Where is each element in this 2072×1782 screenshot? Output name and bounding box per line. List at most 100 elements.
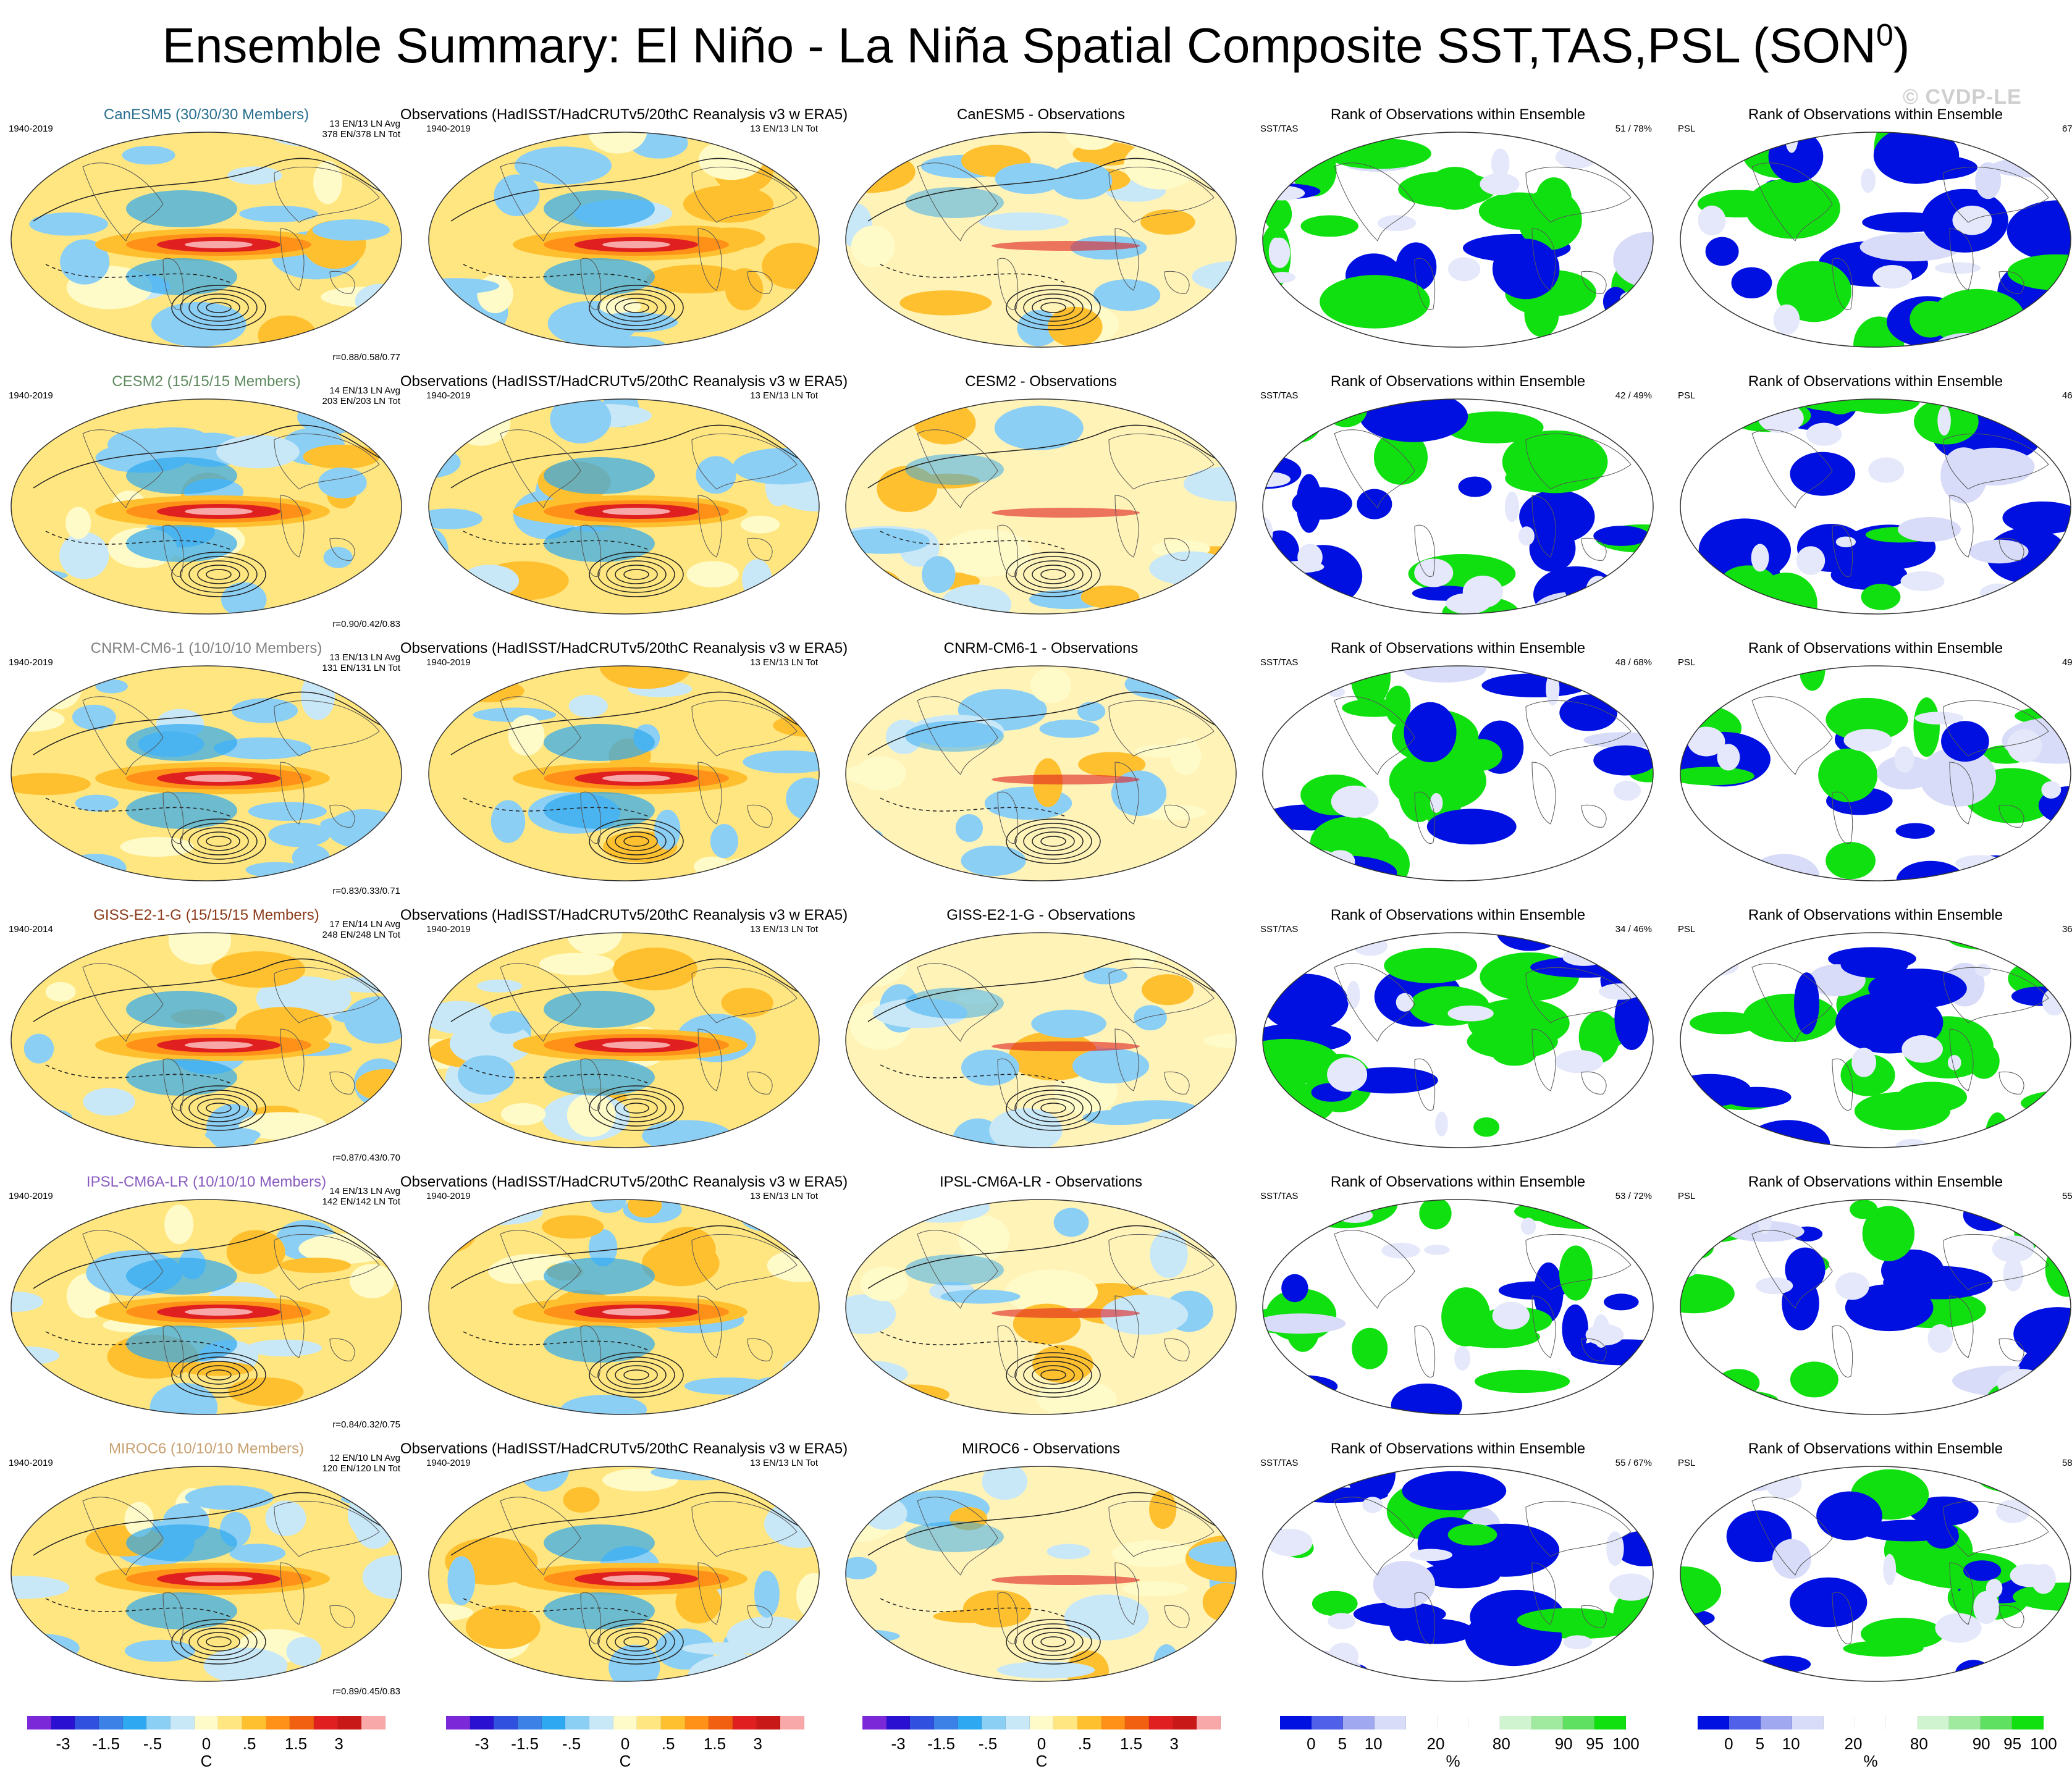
colorbar-tick-label: 10 bbox=[1364, 1734, 1383, 1753]
difference-title: CNRM-CM6-1 - Observations bbox=[943, 640, 1139, 657]
colorbar-swatch bbox=[1197, 1716, 1221, 1729]
rank-psl-percent: 46% bbox=[2061, 390, 2072, 401]
difference-panel: MIROC6 - Observations bbox=[843, 1440, 1257, 1707]
colorbar-swatch bbox=[1823, 1716, 1855, 1729]
rank-psl-label: PSL bbox=[1678, 390, 1696, 401]
rank-sst-map bbox=[1262, 665, 1654, 881]
rank-psl-title: Rank of Observations within Ensemble bbox=[1748, 1440, 2003, 1457]
colorbar-swatch bbox=[1760, 1716, 1792, 1729]
colorbar-swatch bbox=[1886, 1716, 1918, 1729]
colorbar-swatch bbox=[446, 1716, 470, 1729]
colorbar-swatch bbox=[494, 1716, 518, 1729]
rank-psl-map bbox=[1680, 132, 2071, 348]
colorbar-tick-label: 0 bbox=[1307, 1734, 1316, 1753]
colorbar-swatches bbox=[446, 1716, 805, 1729]
colorbar-swatch bbox=[684, 1716, 709, 1729]
colorbar-swatch bbox=[1729, 1716, 1761, 1729]
colorbar-tick-label: -.5 bbox=[978, 1734, 998, 1753]
colorbar-swatch bbox=[661, 1716, 685, 1729]
model-map bbox=[11, 1466, 402, 1682]
observations-stats: 13 EN/13 LN Tot bbox=[750, 1191, 818, 1201]
watermark: © CVDP-LE bbox=[1903, 85, 2022, 109]
rank-colorbar: 0 5 10 20 80 90 95 100% bbox=[1280, 1716, 1640, 1778]
colorbar-tick-label: 95 bbox=[2003, 1734, 2022, 1753]
observations-period: 1940-2019 bbox=[426, 390, 471, 401]
obs-map bbox=[428, 932, 820, 1148]
colorbar-swatch bbox=[1342, 1716, 1375, 1729]
temperature-colorbar: -3 -1.5 -.5 0 .5 1.5 3 C bbox=[862, 1716, 1221, 1778]
pattern-correlation: r=0.83/0.33/0.71 bbox=[332, 886, 400, 896]
colorbar-swatch bbox=[1949, 1716, 1981, 1729]
colorbar-tick-label: -1.5 bbox=[927, 1734, 955, 1753]
rank-psl-map bbox=[1680, 398, 2071, 615]
colorbar-tick-label: 20 bbox=[1844, 1734, 1863, 1753]
rank-psl-map bbox=[1680, 1466, 2071, 1682]
colorbar-swatch bbox=[910, 1716, 935, 1729]
rank-psl-label: PSL bbox=[1678, 1458, 1696, 1468]
rank-psl-panel: Rank of Observations within Ensemble PSL 5… bbox=[1678, 1440, 2072, 1707]
colorbar-swatch bbox=[780, 1716, 805, 1729]
colorbar-swatch bbox=[541, 1716, 566, 1729]
model-panel: MIROC6 (10/10/10 Members) 1940-2019 12 EN/… bbox=[9, 1440, 423, 1707]
rank-sst-panel: Rank of Observations within Ensemble SST/… bbox=[1260, 106, 1674, 373]
rank-psl-percent: 67% bbox=[2061, 124, 2072, 134]
rank-psl-percent: 58% bbox=[2061, 1458, 2072, 1468]
rank-sst-map bbox=[1262, 132, 1654, 348]
colorbar-swatch bbox=[1563, 1716, 1595, 1729]
model-panel: GISS-E2-1-G (15/15/15 Members) 1940-2014 1… bbox=[9, 907, 423, 1174]
model-panel: IPSL-CM6A-LR (10/10/10 Members) 1940-2019… bbox=[9, 1174, 423, 1440]
rank-psl-title: Rank of Observations within Ensemble bbox=[1748, 373, 2003, 390]
colorbar-swatch bbox=[1029, 1716, 1054, 1729]
model-title: GISS-E2-1-G (15/15/15 Members) bbox=[93, 907, 319, 923]
rank-sst-label: SST/TAS bbox=[1260, 657, 1299, 668]
observations-period: 1940-2019 bbox=[426, 657, 471, 668]
observations-panel: Observations (HadISST/HadCRUTv5/20thC Re… bbox=[400, 1440, 848, 1707]
model-stats-avg: 13 EN/13 LN Avg bbox=[329, 119, 400, 129]
diff-map bbox=[845, 1466, 1237, 1682]
rank-sst-label: SST/TAS bbox=[1260, 924, 1299, 935]
colorbar-swatch bbox=[314, 1716, 338, 1729]
observations-period: 1940-2019 bbox=[426, 1191, 471, 1201]
rank-sst-title: Rank of Observations within Ensemble bbox=[1330, 1174, 1586, 1190]
difference-panel: CanESM5 - Observations bbox=[843, 106, 1257, 373]
model-period: 1940-2019 bbox=[9, 1458, 53, 1468]
colorbar-swatch bbox=[518, 1716, 542, 1729]
observations-title: Observations (HadISST/HadCRUTv5/20thC Re… bbox=[400, 1440, 848, 1457]
model-stats: 13 EN/13 LN Avg 131 EN/131 LN Tot bbox=[322, 652, 400, 673]
colorbar-swatch bbox=[194, 1716, 219, 1729]
rank-sst-label: SST/TAS bbox=[1260, 1458, 1299, 1468]
model-stats-tot: 131 EN/131 LN Tot bbox=[322, 663, 400, 673]
pattern-correlation: r=0.88/0.58/0.77 bbox=[332, 352, 400, 363]
colorbar-swatch bbox=[613, 1716, 638, 1729]
colorbar-tick-label: 3 bbox=[334, 1734, 343, 1753]
difference-title: CESM2 - Observations bbox=[965, 373, 1117, 390]
rank-sst-percent: 51 / 78% bbox=[1615, 124, 1652, 134]
colorbar-unit: % bbox=[1446, 1752, 1460, 1770]
rank-psl-map bbox=[1680, 1199, 2071, 1415]
colorbar-swatch bbox=[1918, 1716, 1950, 1729]
colorbar-swatch bbox=[1405, 1716, 1438, 1729]
colorbar-tick-label: -1.5 bbox=[511, 1734, 539, 1753]
colorbar-swatch bbox=[2012, 1716, 2044, 1729]
difference-title: MIROC6 - Observations bbox=[961, 1440, 1121, 1457]
diff-map bbox=[845, 932, 1237, 1148]
colorbar-tick-label: 0 bbox=[1724, 1734, 1733, 1753]
model-stats-avg: 13 EN/13 LN Avg bbox=[329, 652, 400, 663]
model-stats-tot: 120 EN/120 LN Tot bbox=[322, 1463, 400, 1474]
colorbar-swatch bbox=[75, 1716, 99, 1729]
colorbar-swatch bbox=[1053, 1716, 1078, 1729]
colorbar-unit: C bbox=[619, 1752, 631, 1770]
colorbar-swatch bbox=[27, 1716, 51, 1729]
rank-sst-label: SST/TAS bbox=[1260, 1191, 1299, 1201]
colorbar-tick-label: -3 bbox=[56, 1734, 70, 1753]
model-map bbox=[11, 1199, 402, 1415]
rank-sst-percent: 55 / 67% bbox=[1615, 1458, 1652, 1468]
colorbar-swatch bbox=[51, 1716, 75, 1729]
observations-stats: 13 EN/13 LN Tot bbox=[750, 657, 818, 668]
rank-sst-map bbox=[1262, 932, 1654, 1148]
model-title: CanESM5 (30/30/30 Members) bbox=[103, 106, 310, 123]
rank-psl-percent: 49% bbox=[2061, 657, 2072, 668]
difference-title: IPSL-CM6A-LR - Observations bbox=[939, 1174, 1143, 1190]
model-stats: 12 EN/10 LN Avg 120 EN/120 LN Tot bbox=[322, 1453, 400, 1474]
colorbar-swatch bbox=[886, 1716, 911, 1729]
